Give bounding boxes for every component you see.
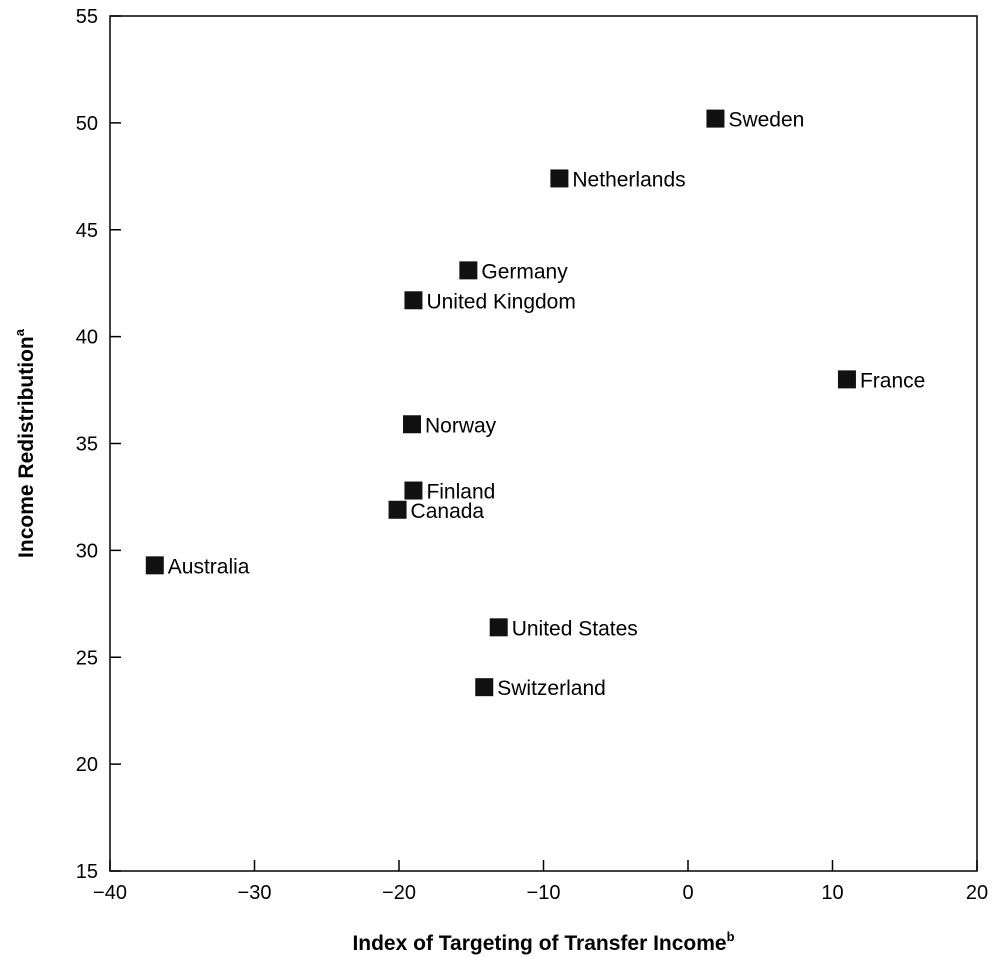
x-tick-label: −30: [238, 882, 272, 904]
y-tick-label: 30: [76, 540, 98, 562]
x-tick-label: 10: [821, 882, 843, 904]
data-point: [837, 370, 856, 389]
point-label: Sweden: [728, 109, 804, 132]
point-label: United States: [512, 617, 638, 640]
y-tick-label: 40: [76, 327, 98, 349]
data-point: [403, 415, 422, 434]
data-point: [404, 291, 423, 310]
point-label: Canada: [411, 500, 485, 523]
x-axis-title-superscript: b: [727, 929, 735, 944]
point-label: United Kingdom: [426, 290, 575, 313]
plot-area-frame: [109, 15, 978, 872]
data-point: [475, 678, 494, 697]
y-tick-label: 50: [76, 113, 98, 135]
y-tick-label: 25: [76, 647, 98, 669]
point-label: Germany: [481, 260, 568, 283]
data-point: [489, 618, 508, 637]
point-label: Australia: [168, 555, 250, 578]
data-points: [145, 109, 856, 697]
data-point: [388, 500, 407, 519]
y-axis-title-text: Income Redistribution: [15, 336, 38, 558]
y-axis-title: Income Redistributiona: [12, 328, 38, 558]
y-tick-label: 20: [76, 754, 98, 776]
y-tick-label: 55: [76, 6, 98, 28]
data-point: [404, 481, 423, 500]
x-tick-label: −40: [93, 882, 127, 904]
x-tick-labels: −40 −30 −20 −10 0 10 20: [93, 882, 988, 904]
point-label: France: [860, 369, 925, 392]
x-tick-label: −10: [527, 882, 561, 904]
point-label: Norway: [425, 414, 497, 437]
x-tick-label: −20: [382, 882, 416, 904]
point-labels: Sweden Netherlands Germany United Kingdom Fr…: [168, 109, 926, 701]
y-axis-title-superscript: a: [12, 328, 27, 336]
y-tick-label: 45: [76, 220, 98, 242]
x-tick-label: 0: [682, 882, 693, 904]
x-tick-label: 20: [966, 882, 988, 904]
axis-ticks: [109, 15, 978, 872]
data-point: [706, 109, 725, 128]
data-point: [550, 169, 569, 188]
x-axis-title-text: Index of Targeting of Transfer Income: [352, 932, 726, 955]
point-label: Switzerland: [497, 677, 606, 700]
y-tick-label: 35: [76, 434, 98, 456]
point-label: Netherlands: [572, 168, 685, 191]
data-point: [145, 556, 164, 575]
y-tick-label: 15: [76, 861, 98, 883]
x-axis-title: Index of Targeting of Transfer Incomeb: [352, 929, 734, 955]
point-label: Finland: [426, 481, 495, 504]
data-point: [459, 261, 478, 280]
y-tick-labels: 15 20 25 30 35 40 45 50 55: [76, 6, 98, 883]
